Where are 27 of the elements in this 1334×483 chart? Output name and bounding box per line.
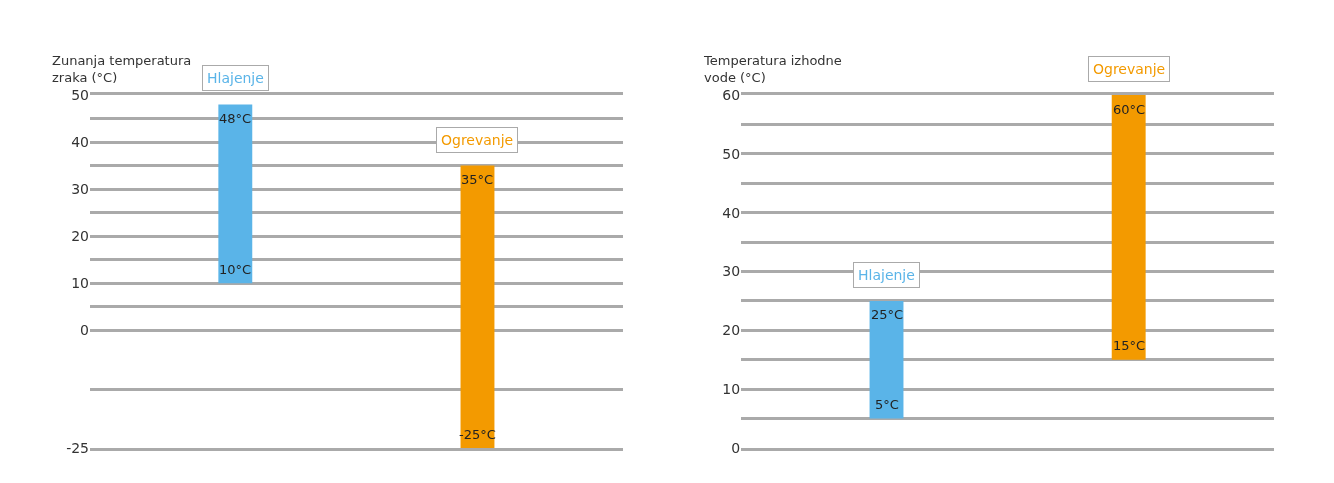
annotation: 10°C [219, 262, 252, 277]
y-axis-title: Temperatura izhodne vode (°C) [703, 53, 842, 85]
y-tick-label: 50 [722, 145, 741, 162]
y-tick-label: 20 [71, 228, 89, 245]
x-tick-label: Ogrevanje [441, 132, 514, 148]
annotation: 35°C [461, 172, 494, 187]
y-tick-label: 10 [71, 275, 89, 292]
y-tick-label: 40 [722, 204, 741, 221]
y-tick-label: 10 [722, 381, 741, 398]
y-tick-label: 30 [71, 181, 89, 198]
y-tick-label: 40 [71, 133, 89, 150]
y-tick-label: 20 [722, 322, 741, 339]
y-tick-label: 30 [722, 263, 741, 280]
y-tick-label: 60 [722, 86, 741, 103]
x-tick-label: Hlajenje [207, 70, 264, 86]
y-tick-label: 0 [80, 322, 89, 339]
x-tick-label: Ogrevanje [1093, 61, 1166, 77]
annotation: 5°C [875, 397, 899, 412]
y-tick-label: 50 [71, 86, 89, 103]
y-axis-title: Zunanja temperatura zraka (°C) [52, 53, 192, 85]
y-tick-label: 0 [731, 439, 741, 456]
annotation: 48°C [219, 111, 252, 126]
x-tick-label: Hlajenje [858, 267, 915, 283]
annotation: 15°C [1113, 338, 1146, 353]
annotation: 60°C [1113, 102, 1146, 117]
y-tick-label: -25 [66, 439, 89, 456]
annotation: 25°C [871, 307, 904, 322]
